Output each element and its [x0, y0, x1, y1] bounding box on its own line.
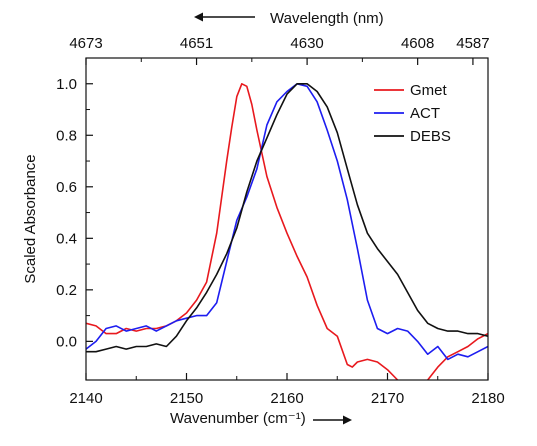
- top-axis-label: Wavelength (nm): [270, 10, 384, 27]
- x-tick-label: 2140: [69, 390, 102, 407]
- axes-layer: 2140 2150 2160 2170 2180 0.0 0.2 0.4 0.6 0.8 1.0 46…: [56, 35, 505, 407]
- y-tick-label: 0.8: [56, 127, 77, 144]
- legend-label-gmet: Gmet: [410, 82, 448, 99]
- y-tick-label: 0.4: [56, 230, 77, 247]
- y-tick-label: 0.6: [56, 179, 77, 196]
- top-tick-label: 4630: [290, 35, 323, 52]
- top-tick-label: 4673: [69, 35, 102, 52]
- legend-label-debs: DEBS: [410, 128, 451, 145]
- legend-label-act: ACT: [410, 105, 440, 122]
- legend: Gmet ACT DEBS: [374, 82, 451, 145]
- y-tick-label: 0.0: [56, 333, 77, 350]
- y-axis-label: Scaled Absorbance: [22, 154, 39, 283]
- top-axis-arrow-head: [194, 12, 203, 22]
- top-tick-label: 4608: [401, 35, 434, 52]
- x-tick-label: 2150: [170, 390, 203, 407]
- x-axis-label: Wavenumber (cm⁻¹): [170, 410, 306, 427]
- x-tick-label: 2160: [270, 390, 303, 407]
- y-tick-label: 1.0: [56, 76, 77, 93]
- series-line-act: [86, 83, 488, 361]
- top-tick-label: 4587: [456, 35, 489, 52]
- series-line-debs: [86, 83, 488, 353]
- series-layer: [86, 83, 488, 380]
- x-axis-arrow-head: [343, 415, 352, 425]
- series-line-gmet: [86, 83, 488, 380]
- x-tick-label: 2170: [371, 390, 404, 407]
- y-tick-label: 0.2: [56, 282, 77, 299]
- top-tick-label: 4651: [180, 35, 213, 52]
- x-tick-label: 2180: [471, 390, 504, 407]
